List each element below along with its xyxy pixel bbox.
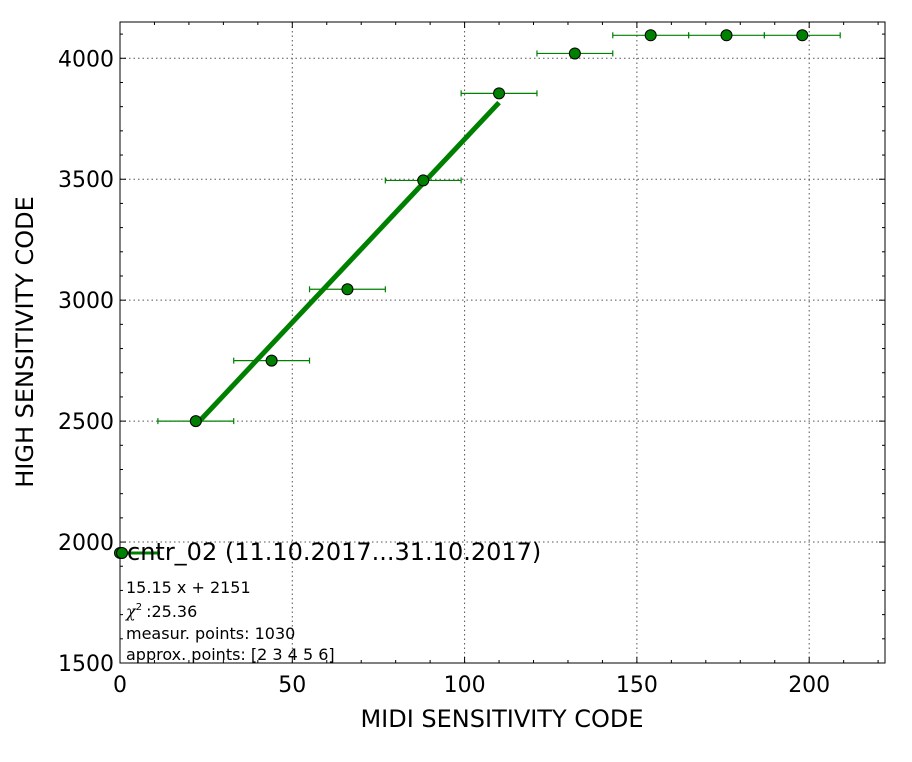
data-point — [417, 174, 430, 187]
legend: cntr_02 (11.10.2017...31.10.2017) 15.15 … — [116, 538, 541, 664]
x-axis-title: MIDI SENSITIVITY CODE — [360, 705, 643, 733]
chi-value: :25.36 — [146, 602, 197, 621]
data-layer — [114, 29, 841, 559]
fit-line — [193, 100, 501, 427]
data-point — [493, 87, 506, 100]
data-point — [341, 283, 354, 296]
data-point — [265, 354, 278, 367]
x-tick-label: 100 — [444, 673, 486, 698]
legend-title: cntr_02 (11.10.2017...31.10.2017) — [127, 538, 541, 566]
y-tick-label: 3000 — [58, 289, 114, 314]
chi-exponent: 2 — [136, 602, 142, 613]
data-point — [796, 29, 809, 42]
y-tick-label: 1500 — [58, 652, 114, 677]
y-tick-label: 3500 — [58, 168, 114, 193]
data-point — [189, 415, 202, 428]
data-point — [720, 29, 733, 42]
y-tick-label: 2000 — [58, 531, 114, 556]
x-tick-label: 50 — [278, 673, 306, 698]
data-point — [568, 47, 581, 60]
grid-layer — [119, 22, 885, 664]
plot-frame — [119, 21, 886, 664]
minor-ticks — [119, 22, 885, 664]
legend-fit-equation: 15.15 x + 2151 — [126, 578, 251, 597]
x-tick-label: 0 — [113, 673, 127, 698]
chi-symbol: χ — [125, 602, 137, 621]
legend-chi-square: χ2 :25.36 — [125, 602, 197, 621]
data-point — [644, 29, 657, 42]
y-tick-label: 4000 — [58, 47, 114, 72]
legend-approx-points: approx. points: [2 3 4 5 6] — [126, 645, 335, 664]
y-tick-label: 2500 — [58, 410, 114, 435]
x-tick-label: 150 — [616, 673, 658, 698]
x-tick-label: 200 — [788, 673, 830, 698]
legend-sample-marker — [116, 547, 128, 559]
legend-measurement-points: measur. points: 1030 — [126, 624, 295, 643]
y-axis-title: HIGH SENSITIVITY CODE — [11, 196, 39, 488]
tick-labels: 0 50 100 150 200 1500 2000 2500 3000 3500 4000 — [58, 47, 830, 698]
